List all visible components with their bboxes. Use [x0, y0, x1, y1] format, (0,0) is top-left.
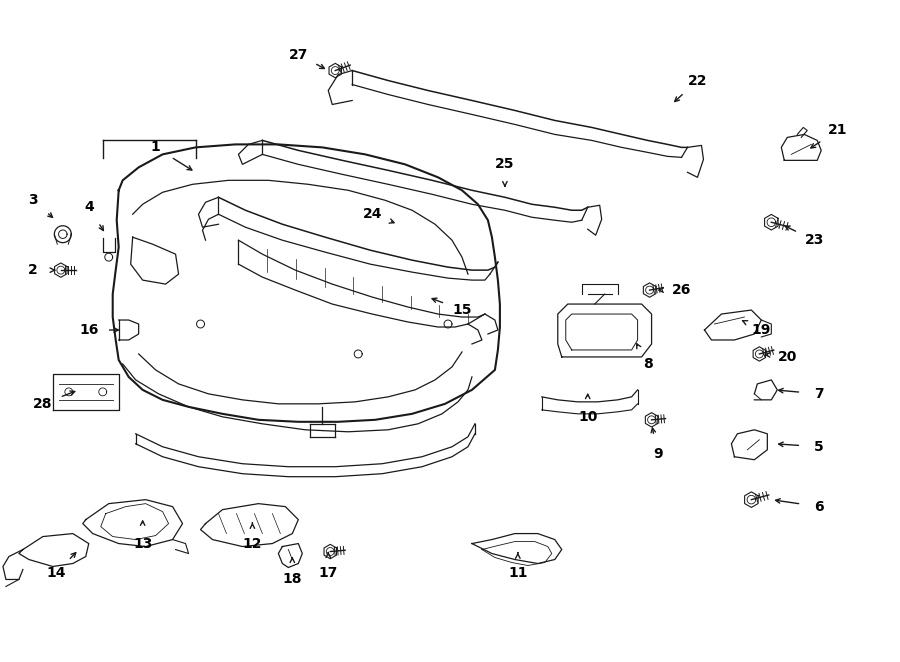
Text: 25: 25 — [495, 158, 515, 171]
Text: 7: 7 — [814, 387, 824, 401]
Text: 24: 24 — [363, 207, 382, 221]
Text: 21: 21 — [827, 123, 847, 138]
Text: 22: 22 — [688, 73, 707, 87]
Text: 14: 14 — [46, 567, 66, 581]
Text: 11: 11 — [508, 567, 527, 581]
Text: 3: 3 — [28, 193, 38, 207]
Text: 1: 1 — [150, 140, 160, 154]
Text: 23: 23 — [805, 233, 824, 247]
Text: 13: 13 — [133, 537, 152, 551]
Text: 18: 18 — [283, 573, 302, 587]
Text: 15: 15 — [452, 303, 472, 317]
Text: 28: 28 — [33, 397, 52, 411]
Text: 10: 10 — [578, 410, 598, 424]
Text: 12: 12 — [243, 537, 262, 551]
Text: 6: 6 — [814, 500, 824, 514]
Text: 4: 4 — [84, 201, 94, 214]
Text: 20: 20 — [778, 350, 797, 364]
Text: 27: 27 — [289, 48, 308, 62]
Text: 9: 9 — [652, 447, 662, 461]
Text: 5: 5 — [814, 440, 824, 453]
Text: 2: 2 — [28, 263, 38, 277]
Text: 17: 17 — [319, 567, 338, 581]
Text: 16: 16 — [79, 323, 98, 337]
Text: 8: 8 — [643, 357, 652, 371]
Text: 26: 26 — [671, 283, 691, 297]
Text: 19: 19 — [752, 323, 771, 337]
